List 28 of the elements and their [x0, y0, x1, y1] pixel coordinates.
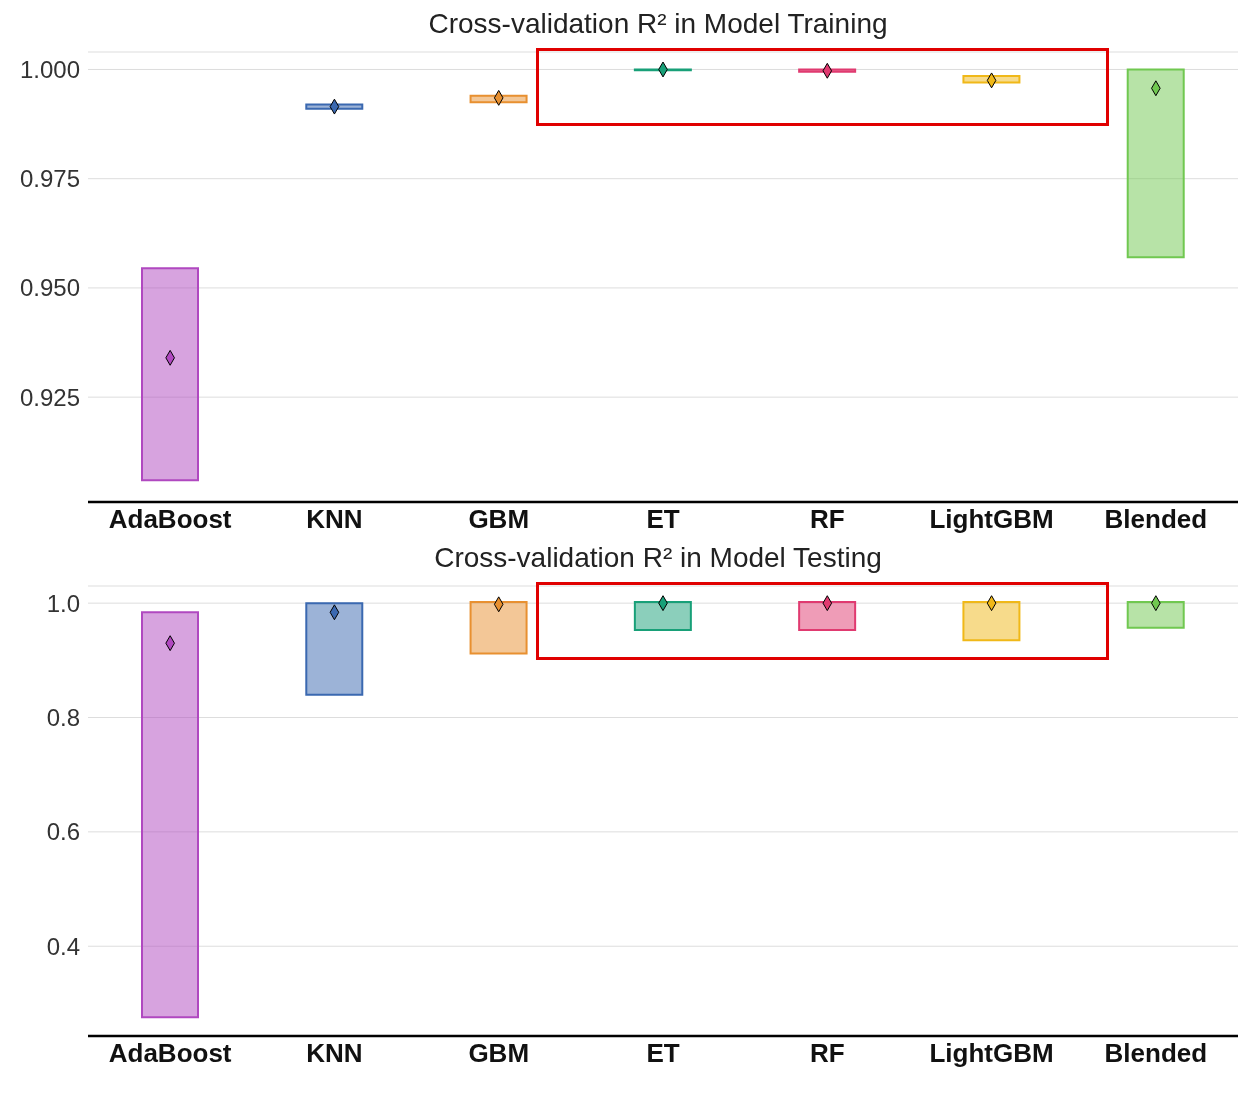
x-tick-label: RF — [809, 504, 845, 535]
y-tick-label: 0.4 — [46, 932, 80, 960]
bar — [141, 267, 199, 482]
bar — [305, 602, 364, 696]
bar — [141, 611, 199, 1019]
x-tick-label: RF — [809, 1038, 845, 1069]
x-tick-label: LightGBM — [929, 1038, 1054, 1069]
y-tick-label: 1.0 — [46, 589, 80, 617]
x-tick-label: KNN — [306, 504, 363, 535]
x-tick-label: Blended — [1104, 504, 1208, 535]
x-tick-label: KNN — [306, 1038, 363, 1069]
bar — [1126, 68, 1185, 259]
y-tick-label: 1.000 — [19, 56, 80, 83]
x-tick-label: GBM — [468, 1038, 530, 1069]
x-tick-label: Blended — [1104, 1038, 1208, 1069]
x-tick-label: ET — [646, 504, 680, 535]
y-tick-label: 0.925 — [19, 383, 80, 411]
x-tick-label: LightGBM — [929, 504, 1054, 535]
chart-title: Cross-validation R² in Model Testing — [433, 542, 883, 575]
chart-title: Cross-validation R² in Model Training — [427, 8, 889, 41]
y-tick-label: 0.6 — [46, 818, 80, 846]
x-tick-label: ET — [646, 1038, 680, 1069]
x-tick-label: GBM — [468, 504, 530, 535]
y-tick-label: 0.8 — [46, 704, 80, 732]
y-tick-label: 0.950 — [19, 274, 80, 302]
x-tick-label: AdaBoost — [108, 1038, 232, 1069]
x-tick-label: AdaBoost — [108, 504, 232, 535]
y-tick-label: 0.975 — [19, 165, 80, 193]
